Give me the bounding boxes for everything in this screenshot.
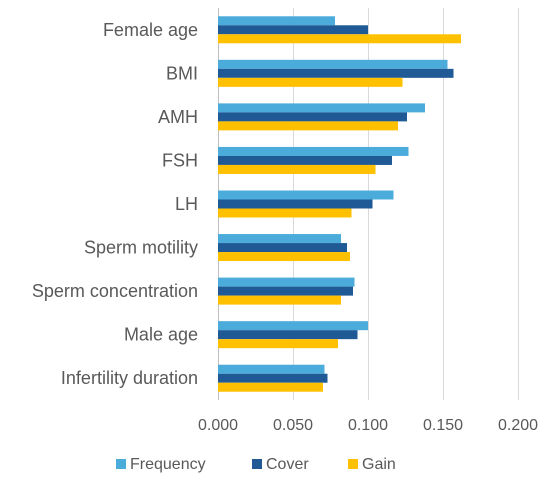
bar-cover-female-age bbox=[218, 25, 368, 35]
x-tick-label: 0.050 bbox=[273, 417, 313, 434]
bar-cover-male-age bbox=[218, 330, 358, 340]
category-label: Sperm concentration bbox=[32, 281, 198, 301]
x-tick-label: 0.200 bbox=[498, 417, 538, 434]
bar-cover-bmi bbox=[218, 68, 454, 78]
category-label: FSH bbox=[162, 150, 198, 170]
category-label: AMH bbox=[158, 107, 198, 127]
bar-gain-sperm-concentration bbox=[218, 295, 341, 305]
bar-gain-female-age bbox=[218, 34, 461, 44]
legend-swatch-cover bbox=[252, 459, 262, 469]
legend-swatch-frequency bbox=[116, 459, 126, 469]
bar-gain-lh bbox=[218, 208, 352, 218]
x-axis-tick-labels: 0.000 0.050 0.100 0.150 0.200 bbox=[198, 417, 538, 434]
bar-cover-lh bbox=[218, 199, 373, 209]
bar-cover-sperm-concentration bbox=[218, 286, 353, 296]
bar-gain-infertility-duration bbox=[218, 382, 323, 392]
x-tick-label: 0.150 bbox=[423, 417, 463, 434]
category-label: Female age bbox=[103, 20, 198, 40]
category-label: Sperm motility bbox=[84, 238, 198, 258]
legend: Frequency Cover Gain bbox=[116, 456, 396, 473]
x-tick-label: 0.000 bbox=[198, 417, 238, 434]
bar-cover-sperm-motility bbox=[218, 243, 347, 253]
category-label: Male age bbox=[124, 325, 198, 345]
bar-frequency-female-age bbox=[218, 16, 335, 26]
bar-frequency-bmi bbox=[218, 59, 448, 69]
legend-swatch-gain bbox=[348, 459, 358, 469]
bar-frequency-amh bbox=[218, 103, 425, 113]
bar-frequency-fsh bbox=[218, 146, 409, 156]
legend-label-frequency: Frequency bbox=[130, 456, 206, 473]
category-label: Infertility duration bbox=[61, 368, 198, 388]
bar-gain-fsh bbox=[218, 164, 376, 174]
x-tick-label: 0.100 bbox=[348, 417, 388, 434]
bar-cover-infertility-duration bbox=[218, 373, 328, 383]
bar-gain-sperm-motility bbox=[218, 252, 350, 262]
bar-frequency-sperm-motility bbox=[218, 234, 341, 244]
bar-frequency-lh bbox=[218, 190, 394, 200]
bar-cover-fsh bbox=[218, 155, 392, 165]
bar-gain-male-age bbox=[218, 339, 338, 349]
bars-layer bbox=[218, 16, 461, 392]
bar-frequency-infertility-duration bbox=[218, 364, 325, 374]
legend-label-gain: Gain bbox=[362, 456, 396, 473]
bar-frequency-male-age bbox=[218, 321, 368, 331]
bar-gain-bmi bbox=[218, 77, 403, 87]
category-labels: Female age BMI AMH FSH LH Sperm motility Sperm… bbox=[32, 20, 198, 388]
bar-frequency-sperm-concentration bbox=[218, 277, 355, 287]
bar-gain-amh bbox=[218, 121, 398, 131]
category-label: BMI bbox=[166, 63, 198, 83]
category-label: LH bbox=[175, 194, 198, 214]
bar-cover-amh bbox=[218, 112, 407, 122]
legend-label-cover: Cover bbox=[266, 456, 309, 473]
